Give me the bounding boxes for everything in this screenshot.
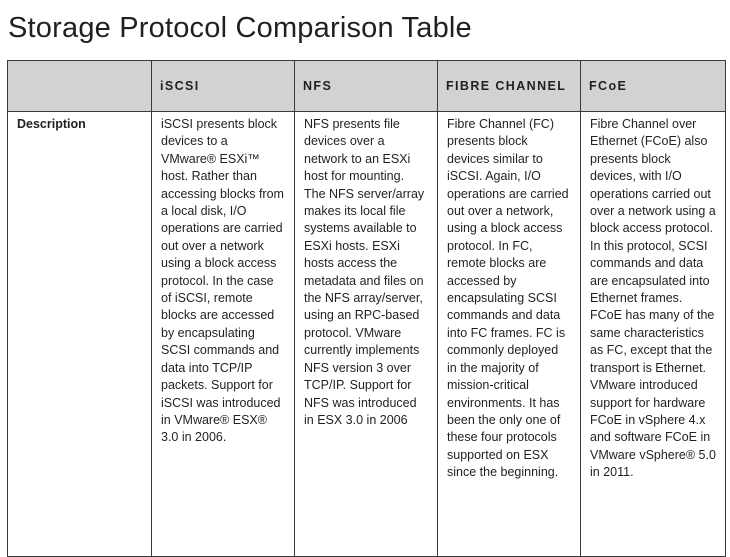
table-row: Description iSCSI presents block devices…: [7, 111, 726, 557]
page-title: Storage Protocol Comparison Table: [8, 12, 472, 44]
header-cell-iscsi: iSCSI: [151, 60, 295, 112]
row-label-description: Description: [7, 111, 152, 557]
description-fibre-channel: Fibre Channel (FC) presents block device…: [437, 111, 581, 557]
header-cell-nfs: NFS: [294, 60, 438, 112]
description-iscsi: iSCSI presents block devices to a VMware…: [151, 111, 295, 557]
header-cell-fibre-channel: FIBRE CHANNEL: [437, 60, 581, 112]
header-cell-empty: [7, 60, 152, 112]
comparison-table: iSCSI NFS FIBRE CHANNEL FCoE Description…: [7, 60, 726, 557]
description-nfs: NFS presents file devices over a network…: [294, 111, 438, 557]
header-cell-fcoe: FCoE: [580, 60, 726, 112]
description-fcoe: Fibre Channel over Ethernet (FCoE) also …: [580, 111, 726, 557]
header-row: iSCSI NFS FIBRE CHANNEL FCoE: [7, 60, 726, 112]
